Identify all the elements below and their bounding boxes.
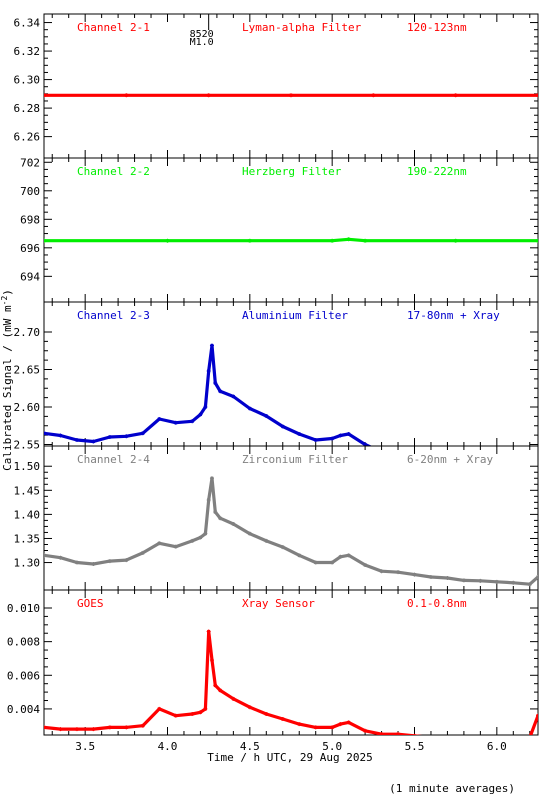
- y-tick-label: 6.34: [14, 17, 41, 30]
- y-tick-label: 1.30: [14, 557, 41, 570]
- y-tick-label: 2.65: [14, 364, 41, 377]
- y-tick-label: 6.28: [14, 102, 41, 115]
- y-tick-label: 6.30: [14, 74, 41, 87]
- data-point: [429, 736, 433, 740]
- panel-range-label: 6-20nm + Xray: [407, 453, 493, 466]
- series-markers: [44, 476, 538, 587]
- x-axis-label: Time / h UTC, 29 Aug 2025: [207, 751, 373, 764]
- panel-range-label: 0.1-0.8nm: [407, 597, 467, 610]
- y-axis-label-sup: -2: [0, 296, 9, 306]
- x-tick-label: 4.0: [158, 740, 178, 753]
- panel-2: 694 696 698 700 702 Channel 2-2 Herzberg Filte…: [20, 156, 539, 303]
- data-point: [380, 450, 384, 454]
- panel-filter-label: Lyman-alpha Filter: [242, 21, 362, 34]
- panel-frame: [43, 13, 539, 159]
- panel-range-label: 190-222nm: [407, 165, 467, 178]
- panel-4: 1.30 1.35 1.40 1.45 1.50 Channel 2-4 Zirconium…: [14, 445, 539, 591]
- x-tick-label: 3.5: [75, 740, 95, 753]
- data-point: [528, 467, 532, 471]
- y-tick-label: 2.70: [14, 326, 41, 339]
- y-tick-label: 2.60: [14, 401, 41, 414]
- flare-marker-label-top: 8520: [190, 29, 214, 40]
- y-tick-label: 702: [20, 156, 40, 169]
- y-tick-label: 2.55: [14, 439, 41, 452]
- y-tick-label: 696: [20, 242, 40, 255]
- panel-range-label: 17-80nm + Xray: [407, 309, 500, 322]
- y-tick-label: 1.35: [14, 532, 41, 545]
- y-tick-label: 1.40: [14, 508, 41, 521]
- data-point: [445, 736, 449, 740]
- y-tick-label: 1.50: [14, 460, 41, 473]
- series-line: [44, 237, 538, 243]
- data-point: [478, 737, 482, 741]
- x-tick-label: 5.0: [322, 740, 342, 753]
- data-point: [528, 736, 532, 740]
- series-markers: [44, 93, 538, 98]
- series-markers: [44, 237, 538, 243]
- series-markers: [44, 343, 532, 471]
- y-tick-label: 0.006: [7, 669, 40, 682]
- series-line: [44, 343, 373, 446]
- series-markers: [44, 629, 538, 741]
- panel-5: 0.004 0.006 0.008 0.010 GOES Xray Sensor 0.1-0…: [7, 589, 539, 741]
- panels: 6.26 6.28 6.30 6.32 6.34 Channel 2-1 Lyman-alp…: [7, 13, 539, 741]
- panel-filter-label: Aluminium Filter: [242, 309, 348, 322]
- panel-filter-label: Zirconium Filter: [242, 453, 348, 466]
- panel-channel-label: GOES: [77, 597, 104, 610]
- y-tick-label: 0.004: [7, 703, 40, 716]
- panel-1: 6.26 6.28 6.30 6.32 6.34 Channel 2-1 Lyman-alp…: [14, 13, 539, 159]
- series-line: [44, 476, 538, 586]
- y-tick-label: 1.45: [14, 484, 41, 497]
- data-point: [511, 464, 515, 468]
- flare-marker: 8520 M1.0: [190, 14, 214, 48]
- x-tick-label: 5.5: [405, 740, 425, 753]
- panel-channel-label: Channel 2-4: [77, 453, 150, 466]
- data-point: [396, 450, 400, 454]
- y-tick-label: 6.32: [14, 45, 41, 58]
- y-tick-label: 694: [20, 270, 40, 283]
- panel-3: 2.55 2.60 2.65 2.70 Channel 2-3 Aluminium Fil…: [14, 301, 539, 471]
- panel-channel-label: Channel 2-2: [77, 165, 150, 178]
- panel-channel-label: Channel 2-3: [77, 309, 150, 322]
- y-axis-label-close: ): [1, 289, 14, 296]
- panel-filter-label: Herzberg Filter: [242, 165, 342, 178]
- data-point: [462, 737, 466, 741]
- panel-frame: [43, 157, 539, 303]
- y-axis-label-main: Calibrated Signal / (mW m: [1, 305, 14, 471]
- series-line: [44, 629, 538, 735]
- panel-channel-label: Channel 2-1: [77, 21, 150, 34]
- y-axis-label: Calibrated Signal / (mW m-2): [0, 289, 14, 471]
- panel-frame: [43, 589, 539, 736]
- panel-filter-label: Xray Sensor: [242, 597, 315, 610]
- footnote: (1 minute averages): [389, 782, 515, 795]
- data-point: [511, 737, 515, 741]
- panel-range-label: 120-123nm: [407, 21, 467, 34]
- x-tick-label: 4.5: [240, 740, 260, 753]
- y-tick-label: 0.008: [7, 636, 40, 649]
- panel-frame: [43, 301, 539, 447]
- y-tick-label: 698: [20, 213, 40, 226]
- panel-frame: [43, 445, 539, 591]
- y-tick-label: 0.010: [7, 602, 40, 615]
- flare-marker-label-bottom: M1.0: [190, 37, 214, 48]
- x-axis: 3.5 4.0 4.5 5.0 5.5 6.0: [75, 740, 507, 753]
- data-point: [495, 464, 499, 468]
- x-tick-label: 6.0: [487, 740, 507, 753]
- y-tick-label: 700: [20, 185, 40, 198]
- y-tick-label: 6.26: [14, 131, 41, 144]
